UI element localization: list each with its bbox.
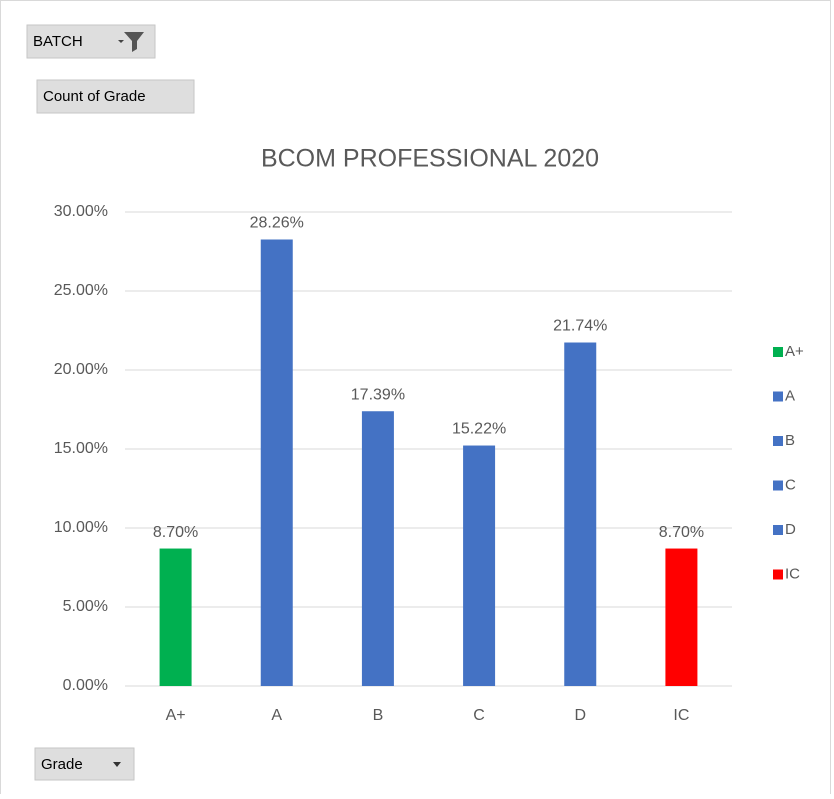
x-tick-label: B (373, 707, 384, 724)
chart-title: BCOM PROFESSIONAL 2020 (261, 145, 599, 173)
data-label: 8.70% (659, 524, 704, 541)
button-label[interactable]: Grade (41, 756, 83, 773)
bar (564, 342, 597, 686)
y-tick-label: 30.00% (54, 203, 108, 220)
button-label[interactable]: Count of Grade (43, 88, 146, 105)
legend-label: B (785, 432, 795, 449)
data-label: 28.26% (250, 215, 304, 232)
dropdown-arrow (113, 762, 121, 767)
dropdown-arrow (118, 40, 124, 43)
value-button[interactable]: Count of Grade (36, 79, 195, 114)
x-tick-label: IC (673, 707, 689, 724)
data-label: 8.70% (153, 524, 198, 541)
legend-label: A+ (785, 343, 804, 360)
bar (665, 548, 698, 686)
legend-label: D (785, 521, 796, 538)
y-tick-label: 20.00% (54, 361, 108, 378)
legend-label: A (785, 387, 795, 404)
y-tick-label: 15.00% (54, 440, 108, 457)
x-tick-label: C (473, 707, 485, 724)
data-label: 17.39% (351, 386, 405, 403)
legend-swatch (773, 391, 783, 402)
data-label: 15.22% (452, 421, 506, 438)
bar (361, 411, 394, 686)
bar (463, 445, 496, 686)
y-tick-label: 25.00% (54, 282, 108, 299)
data-label: 21.74% (553, 318, 607, 335)
bar (159, 548, 192, 686)
y-tick-label: 0.00% (63, 677, 108, 694)
button-label[interactable]: BATCH (33, 33, 83, 50)
filter-button[interactable]: BATCH (26, 24, 156, 59)
y-tick-label: 5.00% (63, 598, 108, 615)
y-tick-label: 10.00% (54, 519, 108, 536)
bar (260, 239, 293, 686)
x-tick-label: D (574, 707, 586, 724)
legend-label: C (785, 476, 796, 493)
legend-swatch (773, 569, 783, 580)
x-tick-label: A (271, 707, 282, 724)
legend-label: IC (785, 565, 800, 582)
legend-swatch (773, 347, 783, 357)
x-tick-label: A+ (166, 707, 186, 724)
legend-swatch (773, 480, 783, 491)
axis-button[interactable]: Grade (34, 747, 135, 781)
legend-swatch (773, 525, 783, 535)
button-bg[interactable] (36, 79, 195, 114)
legend-swatch (773, 436, 783, 446)
filter-icon (124, 32, 144, 52)
